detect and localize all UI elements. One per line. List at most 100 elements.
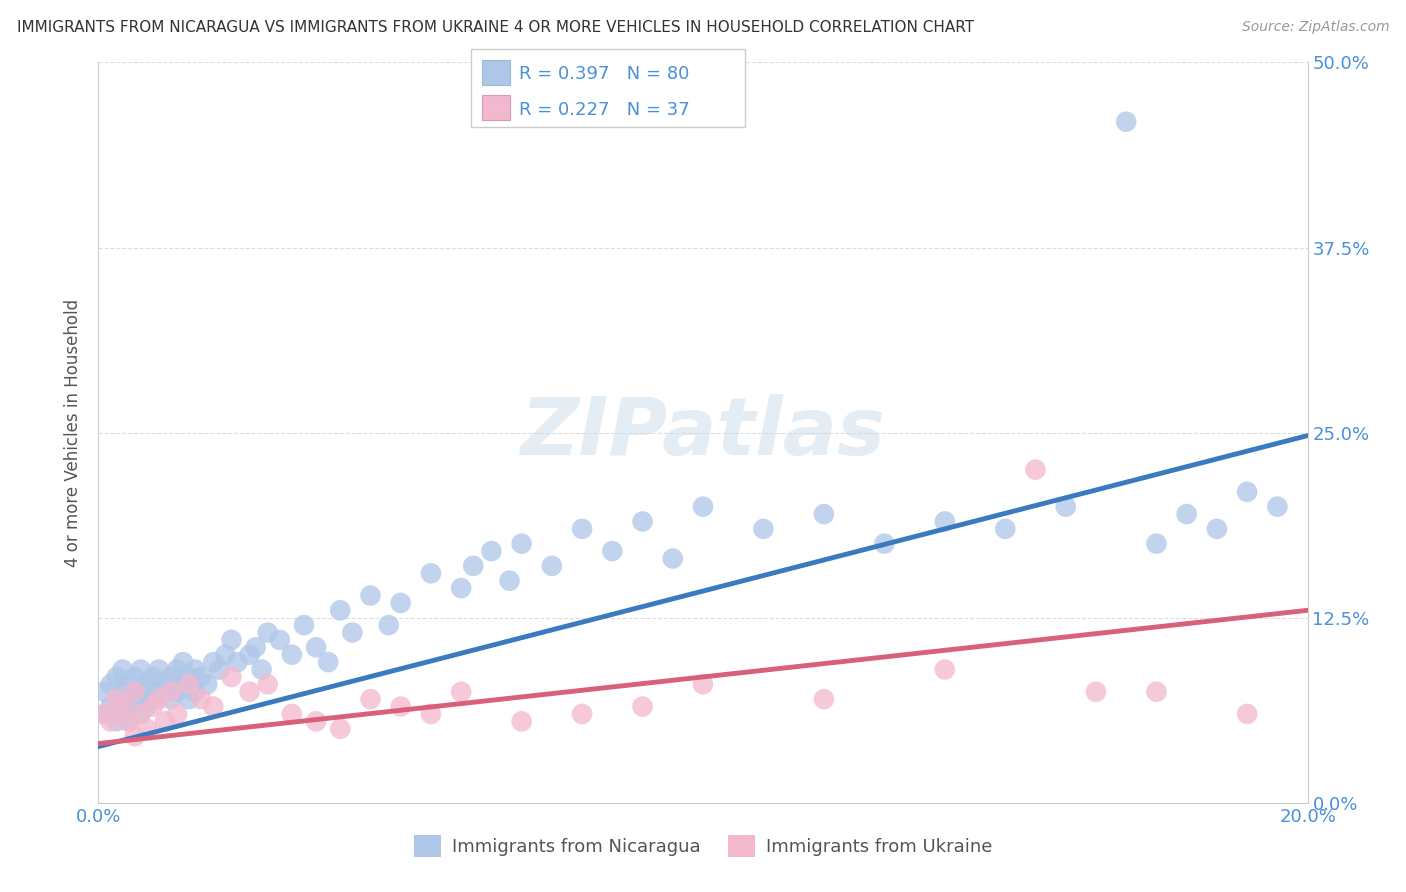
Point bbox=[190, 670, 212, 684]
Text: R = 0.227   N = 37: R = 0.227 N = 37 bbox=[519, 101, 689, 119]
Point bbox=[148, 692, 170, 706]
Point bbox=[269, 632, 291, 647]
Point bbox=[661, 551, 683, 566]
Point bbox=[124, 729, 146, 743]
Point bbox=[1236, 484, 1258, 499]
Point bbox=[105, 692, 128, 706]
Text: R = 0.397   N = 80: R = 0.397 N = 80 bbox=[519, 65, 689, 83]
Point bbox=[129, 706, 152, 721]
Point bbox=[450, 581, 472, 595]
Point bbox=[463, 558, 485, 573]
Point bbox=[281, 648, 304, 662]
Point bbox=[239, 685, 262, 699]
Point bbox=[329, 722, 352, 736]
Point bbox=[100, 714, 122, 729]
Point bbox=[292, 618, 315, 632]
Point bbox=[153, 714, 176, 729]
Point bbox=[1206, 522, 1229, 536]
Point bbox=[118, 714, 141, 729]
Point bbox=[1267, 500, 1289, 514]
Point bbox=[305, 714, 328, 729]
Point bbox=[135, 677, 157, 691]
Point bbox=[813, 692, 835, 706]
Point bbox=[420, 566, 443, 581]
Point bbox=[118, 677, 141, 691]
Point bbox=[389, 596, 412, 610]
Point bbox=[179, 670, 201, 684]
Point bbox=[245, 640, 267, 655]
Point bbox=[631, 699, 654, 714]
Point bbox=[100, 677, 122, 691]
Point bbox=[124, 692, 146, 706]
Point bbox=[1236, 706, 1258, 721]
Point bbox=[1115, 114, 1137, 128]
Point bbox=[111, 699, 134, 714]
Point bbox=[142, 699, 165, 714]
Point bbox=[142, 692, 165, 706]
Point bbox=[389, 699, 412, 714]
Point bbox=[360, 589, 382, 603]
Point bbox=[166, 706, 188, 721]
Point bbox=[93, 706, 115, 721]
Point bbox=[111, 663, 134, 677]
Point bbox=[124, 670, 146, 684]
Point bbox=[510, 536, 533, 550]
Point bbox=[105, 692, 128, 706]
Point bbox=[105, 670, 128, 684]
Point bbox=[124, 685, 146, 699]
Point bbox=[420, 706, 443, 721]
Point bbox=[1024, 462, 1046, 476]
Point bbox=[118, 714, 141, 729]
Point bbox=[184, 685, 207, 699]
Point bbox=[813, 507, 835, 521]
Point bbox=[202, 699, 225, 714]
Text: IMMIGRANTS FROM NICARAGUA VS IMMIGRANTS FROM UKRAINE 4 OR MORE VEHICLES IN HOUSE: IMMIGRANTS FROM NICARAGUA VS IMMIGRANTS … bbox=[17, 20, 974, 35]
Point bbox=[172, 655, 194, 669]
Point bbox=[129, 663, 152, 677]
Point bbox=[692, 677, 714, 691]
Point bbox=[214, 648, 236, 662]
Point bbox=[153, 677, 176, 691]
Point bbox=[994, 522, 1017, 536]
Point bbox=[93, 706, 115, 721]
Point bbox=[129, 706, 152, 721]
Point bbox=[602, 544, 624, 558]
Point bbox=[510, 714, 533, 729]
Point bbox=[1144, 685, 1167, 699]
Point bbox=[111, 685, 134, 699]
Point bbox=[281, 706, 304, 721]
Point bbox=[226, 655, 249, 669]
Point bbox=[190, 692, 212, 706]
Point bbox=[166, 663, 188, 677]
Point bbox=[148, 685, 170, 699]
Point bbox=[1144, 536, 1167, 550]
Text: ZIPatlas: ZIPatlas bbox=[520, 393, 886, 472]
Point bbox=[498, 574, 520, 588]
Y-axis label: 4 or more Vehicles in Household: 4 or more Vehicles in Household bbox=[65, 299, 83, 566]
Point bbox=[148, 663, 170, 677]
Point bbox=[160, 692, 183, 706]
Point bbox=[752, 522, 775, 536]
Point bbox=[1085, 685, 1108, 699]
Point bbox=[342, 625, 364, 640]
Point bbox=[1175, 507, 1198, 521]
Point bbox=[179, 692, 201, 706]
Point bbox=[256, 677, 278, 691]
Point bbox=[934, 663, 956, 677]
Point bbox=[135, 699, 157, 714]
Point bbox=[100, 699, 122, 714]
Point bbox=[221, 632, 243, 647]
Point bbox=[692, 500, 714, 514]
Point bbox=[208, 663, 231, 677]
Point bbox=[129, 685, 152, 699]
Point bbox=[250, 663, 273, 677]
Point bbox=[111, 706, 134, 721]
Point bbox=[571, 706, 593, 721]
Point bbox=[873, 536, 896, 550]
Legend: Immigrants from Nicaragua, Immigrants from Ukraine: Immigrants from Nicaragua, Immigrants fr… bbox=[406, 828, 1000, 864]
Point bbox=[450, 685, 472, 699]
Point bbox=[202, 655, 225, 669]
Point bbox=[360, 692, 382, 706]
Point bbox=[540, 558, 562, 573]
Point bbox=[172, 677, 194, 691]
